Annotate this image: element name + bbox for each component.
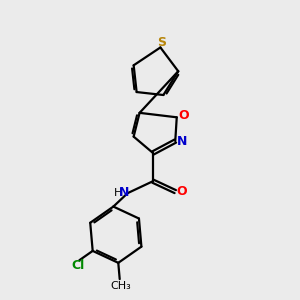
Text: H: H	[114, 188, 122, 197]
Text: O: O	[178, 109, 189, 122]
Text: S: S	[158, 36, 166, 49]
Text: CH₃: CH₃	[110, 281, 131, 291]
Text: N: N	[177, 135, 187, 148]
Text: N: N	[119, 186, 129, 199]
Text: O: O	[177, 184, 188, 197]
Text: Cl: Cl	[71, 259, 84, 272]
